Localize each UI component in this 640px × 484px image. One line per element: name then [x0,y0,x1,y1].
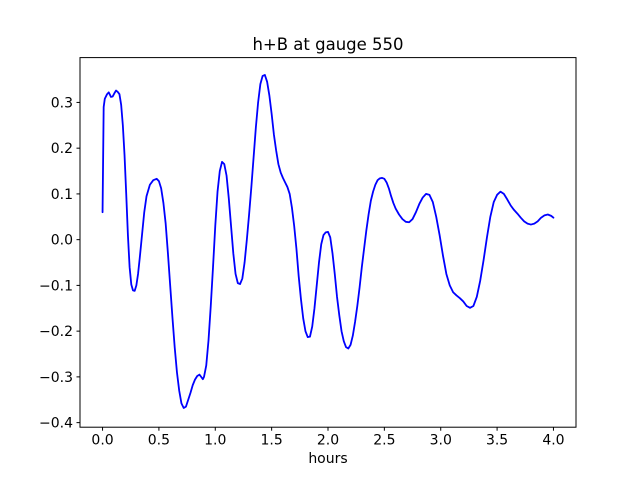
x-tick-label: 3.0 [430,433,452,449]
x-tick-label: 1.0 [204,433,226,449]
plot-group [101,74,555,409]
axes-spines [79,57,577,428]
y-tick-label: −0.1 [39,278,73,294]
y-tick-label: 0.2 [51,141,73,157]
x-tick-label: 3.5 [486,433,508,449]
y-tick-label: −0.3 [39,370,73,386]
y-tick-label: 0.0 [51,233,73,249]
x-axis-label: hours [308,451,347,467]
y-tick-label: 0.1 [51,187,73,203]
y-tick-label: −0.2 [39,324,73,340]
x-tick-label: 4.0 [542,433,564,449]
plot-area [80,57,576,428]
x-tick-label: 2.5 [373,433,395,449]
chart-title: h+B at gauge 550 [252,35,403,54]
x-tick-label: 1.5 [261,433,283,449]
y-tick-label: 0.3 [51,95,73,111]
data-line [101,74,555,409]
x-tick-label: 0.0 [91,433,113,449]
x-tick-label: 2.0 [317,433,339,449]
x-tick-label: 0.5 [148,433,170,449]
axis-ticks: 0.0 0.5 1.0 1.5 2.0 2.5 3.0 3.5 4.0 −0.4 −0.3 −0.2 −… [39,95,565,448]
y-tick-label: −0.4 [39,416,73,432]
